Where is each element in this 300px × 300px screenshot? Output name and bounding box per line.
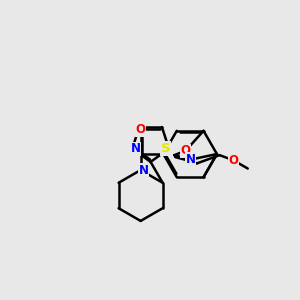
Text: N: N	[186, 153, 196, 166]
Text: N: N	[130, 142, 140, 155]
Text: O: O	[228, 154, 238, 166]
Text: O: O	[181, 144, 190, 157]
Text: O: O	[136, 123, 146, 136]
Text: S: S	[161, 142, 170, 155]
Text: N: N	[139, 164, 149, 177]
